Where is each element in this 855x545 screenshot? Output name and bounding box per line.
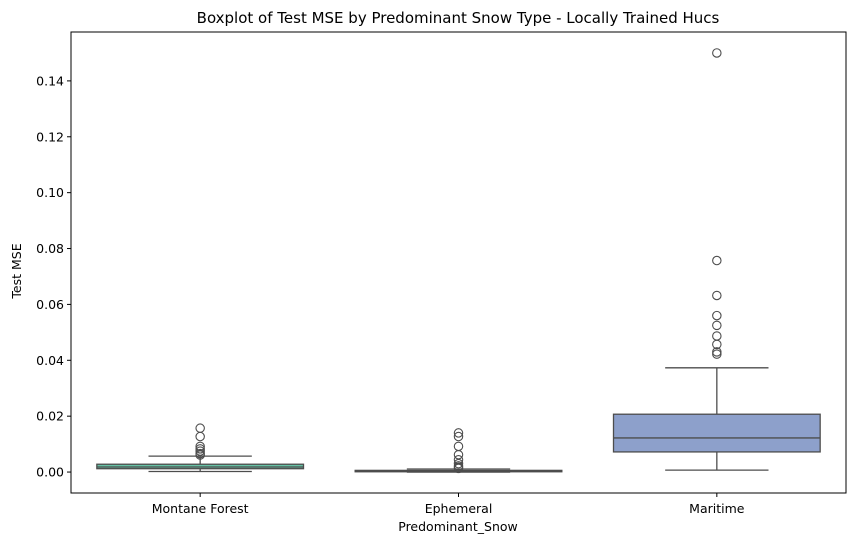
y-tick-label: 0.10 xyxy=(36,185,64,200)
outlier-point xyxy=(712,349,722,359)
outlier-point xyxy=(712,331,722,341)
outlier-point xyxy=(195,423,205,433)
outlier-point xyxy=(712,290,722,301)
outlier-point xyxy=(195,446,205,456)
outlier-point xyxy=(195,431,205,442)
y-tick-label: 0.14 xyxy=(36,73,64,88)
y-tick-label: 0.02 xyxy=(36,409,64,424)
outlier-point xyxy=(712,320,722,331)
outlier-point xyxy=(453,431,464,442)
boxes xyxy=(96,48,821,474)
x-axis: Montane Forest Ephemeral Maritime xyxy=(152,493,745,516)
outlier-point xyxy=(453,449,464,460)
x-tick-label: Ephemeral xyxy=(425,501,493,516)
outlier-point xyxy=(712,339,722,350)
y-axis: 0.00 0.02 0.04 0.06 0.08 0.10 0.12 0.14 xyxy=(36,73,71,480)
x-tick-label: Montane Forest xyxy=(152,501,249,516)
y-tick-label: 0.06 xyxy=(36,297,64,312)
outlier-point xyxy=(712,48,722,58)
box-group xyxy=(96,423,305,473)
box-group xyxy=(354,428,563,474)
y-tick-label: 0.00 xyxy=(36,465,64,480)
box-group xyxy=(612,48,821,471)
outlier-point xyxy=(453,441,464,452)
outlier-point xyxy=(453,463,464,474)
chart-title: Boxplot of Test MSE by Predominant Snow … xyxy=(197,9,720,27)
outlier-point xyxy=(195,450,205,460)
box-iqr xyxy=(612,413,821,453)
y-tick-label: 0.12 xyxy=(36,129,64,144)
outlier-point xyxy=(453,458,464,469)
y-tick-label: 0.08 xyxy=(36,241,64,256)
outlier-point xyxy=(712,310,722,321)
outlier-point xyxy=(453,428,464,438)
outlier-point xyxy=(712,255,722,266)
outlier-point xyxy=(195,444,205,454)
x-tick-label: Maritime xyxy=(689,501,745,516)
y-axis-label: Test MSE xyxy=(9,243,24,299)
outlier-point xyxy=(712,347,722,357)
y-tick-label: 0.04 xyxy=(36,353,64,368)
x-axis-label: Predominant_Snow xyxy=(398,519,518,534)
